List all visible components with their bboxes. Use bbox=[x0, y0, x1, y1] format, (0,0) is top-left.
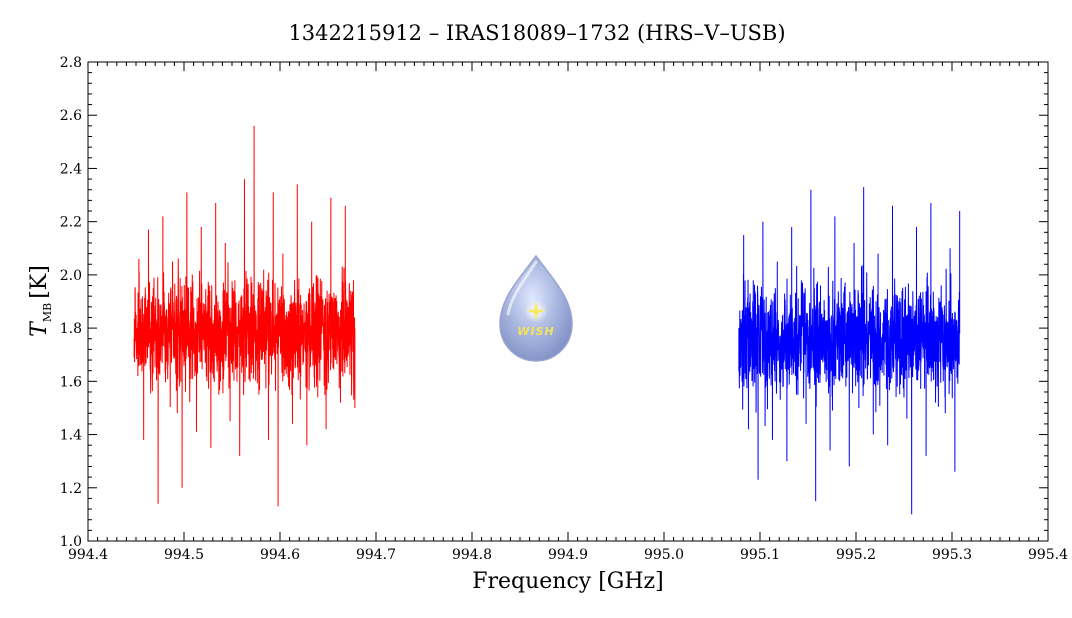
x-axis-label: Frequency [GHz] bbox=[472, 569, 664, 594]
y-axis-label-unit: [K] bbox=[27, 265, 52, 299]
tick-layer bbox=[87, 61, 1049, 542]
svg-text:TMB[K]: TMB [K] bbox=[27, 265, 54, 337]
y-tick-label: 2.0 bbox=[60, 268, 82, 284]
x-tick-label: 994.5 bbox=[164, 547, 204, 563]
y-tick-label: 1.0 bbox=[60, 534, 82, 550]
x-tick-label: 994.4 bbox=[68, 547, 108, 563]
x-tick-label: 995.3 bbox=[932, 547, 972, 563]
y-tick-label: 2.6 bbox=[60, 108, 82, 124]
x-tick-labels: 994.4 994.5 994.6 994.7 994.8 994.9 995.0 995.1… bbox=[68, 547, 1068, 563]
chart-title: 1342215912 – IRAS18089–1732 (HRS–V–USB) bbox=[288, 21, 785, 45]
series-layer bbox=[133, 125, 961, 515]
water-drop-star-icon: WISH bbox=[499, 254, 573, 362]
logo-text: WISH bbox=[517, 325, 554, 338]
spectrum-series-1 bbox=[133, 125, 356, 507]
y-tick-label: 1.6 bbox=[60, 374, 82, 390]
y-tick-label: 2.2 bbox=[60, 215, 82, 231]
y-axis-label: TMB [K] bbox=[27, 265, 54, 337]
y-tick-label: 1.2 bbox=[60, 481, 82, 497]
spectrum-series-2 bbox=[738, 187, 961, 515]
y-tick-label: 1.4 bbox=[60, 428, 82, 444]
x-tick-label: 994.9 bbox=[548, 547, 588, 563]
x-tick-label: 995.0 bbox=[644, 547, 684, 563]
x-tick-label: 994.6 bbox=[260, 547, 300, 563]
x-tick-label: 994.7 bbox=[356, 547, 396, 563]
plot-area: 994.4 994.5 994.6 994.7 994.8 994.9 995.0 995.1… bbox=[60, 55, 1068, 563]
y-tick-labels: 1.0 1.2 1.4 1.6 1.8 2.0 2.2 2.4 2.6 2.8 bbox=[60, 55, 82, 550]
y-axis-label-main: T bbox=[27, 320, 52, 337]
y-tick-label: 1.8 bbox=[60, 321, 82, 337]
x-tick-label: 995.2 bbox=[836, 547, 876, 563]
y-tick-label: 2.8 bbox=[60, 55, 82, 71]
y-tick-label: 2.4 bbox=[60, 161, 82, 177]
x-tick-label: 995.4 bbox=[1028, 547, 1068, 563]
x-tick-label: 995.1 bbox=[740, 547, 780, 563]
x-tick-label: 994.8 bbox=[452, 547, 492, 563]
y-axis-label-sub: MB bbox=[41, 303, 54, 322]
